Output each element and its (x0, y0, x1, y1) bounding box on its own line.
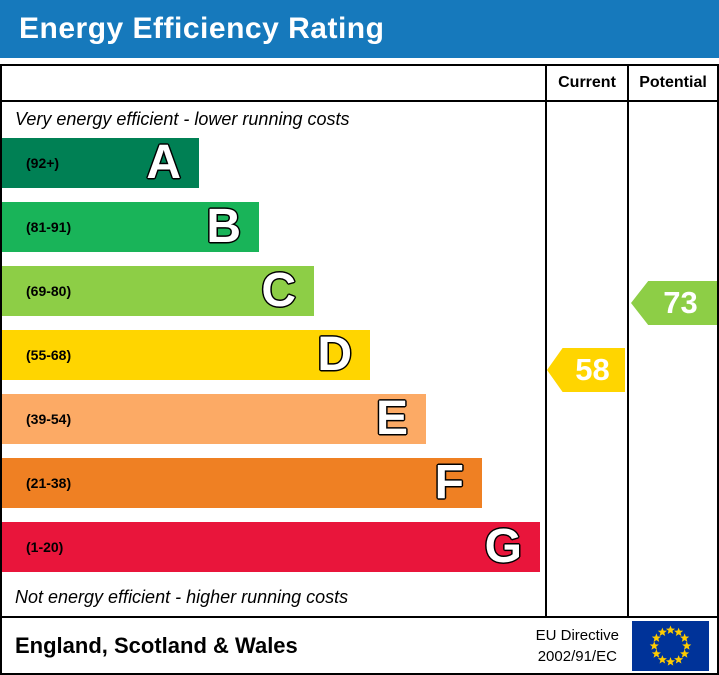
band-range-label: (39-54) (26, 411, 72, 427)
region-label: England, Scotland & Wales (15, 632, 298, 658)
band-bar-g: (1-20) G (2, 522, 540, 572)
top-note: Very energy efficient - lower running co… (15, 109, 350, 129)
potential-rating-value: 73 (663, 285, 698, 320)
band-range-label: (21-38) (26, 475, 72, 491)
band-range-label: (69-80) (26, 283, 72, 299)
band-row: (21-38) F (2, 458, 545, 508)
potential-column-header: Potential (639, 74, 707, 91)
potential-rating-pointer: 73 (631, 281, 717, 325)
band-letter: G (484, 520, 522, 573)
rating-table: Current Potential Very energy efficient … (0, 64, 719, 675)
band-row: (1-20) G (2, 522, 545, 572)
band-row: (55-68) D (2, 330, 545, 380)
title-bar: Energy Efficiency Rating (0, 0, 719, 58)
band-letter: A (146, 136, 181, 189)
band-range-label: (1-20) (26, 539, 64, 555)
band-bar-c: (69-80) C (2, 266, 314, 316)
band-bar-a: (92+) A (2, 138, 199, 188)
current-column-header: Current (558, 74, 616, 91)
band-bar-d: (55-68) D (2, 330, 370, 380)
eu-flag (632, 620, 709, 671)
band-bar-e: (39-54) E (2, 394, 426, 444)
band-range-label: (92+) (26, 155, 60, 171)
eu-directive-line1: EU Directive (535, 626, 619, 644)
band-range-label: (55-68) (26, 347, 72, 363)
band-row: (81-91) B (2, 202, 545, 252)
bottom-note: Not energy efficient - higher running co… (15, 587, 349, 607)
band-letter: E (375, 392, 408, 445)
band-letter: C (261, 264, 296, 317)
eu-directive-line2: 2002/91/EC (537, 647, 617, 665)
bands-area: Very energy efficient - lower running co… (2, 102, 545, 616)
band-row: (69-80) C (2, 266, 545, 316)
band-row: (92+) A (2, 138, 545, 188)
band-letter: F (434, 456, 464, 509)
potential-column-divider (627, 66, 629, 618)
page-title: Energy Efficiency Rating (19, 12, 385, 45)
current-rating-value: 58 (575, 352, 610, 387)
bands-list: (92+) A (81-91) B (69-80) C (2, 138, 545, 586)
band-bar-b: (81-91) B (2, 202, 259, 252)
footer: England, Scotland & Wales EU Directive 2… (2, 616, 717, 673)
band-row: (39-54) E (2, 394, 545, 444)
header-row-divider (2, 100, 717, 102)
current-rating-pointer: 58 (547, 348, 625, 392)
current-column-divider (545, 66, 547, 618)
band-letter: B (206, 200, 241, 253)
band-range-label: (81-91) (26, 219, 72, 235)
band-bar-f: (21-38) F (2, 458, 482, 508)
band-letter: D (317, 328, 352, 381)
eu-directive-label: EU Directive 2002/91/EC (536, 625, 619, 667)
